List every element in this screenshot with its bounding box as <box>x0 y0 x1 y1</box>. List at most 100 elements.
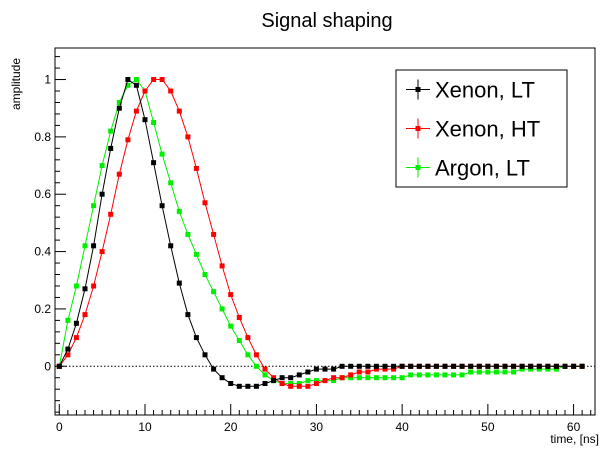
data-point <box>151 160 157 166</box>
data-point <box>493 369 499 375</box>
data-point <box>313 378 319 384</box>
data-point <box>168 180 174 186</box>
data-point <box>416 363 422 369</box>
data-point <box>236 383 242 389</box>
x-tick-label: 20 <box>224 420 238 434</box>
data-point <box>133 77 139 82</box>
data-point <box>271 375 277 381</box>
y-tick-label: 0.4 <box>34 245 51 259</box>
data-point <box>262 366 268 372</box>
data-point <box>459 363 465 369</box>
data-point <box>176 208 182 214</box>
y-tick-label: 0.6 <box>34 187 51 201</box>
data-point <box>382 363 388 369</box>
data-point <box>296 381 302 386</box>
data-point <box>116 100 122 105</box>
data-point <box>425 363 431 369</box>
data-point <box>65 352 71 358</box>
data-point <box>125 137 131 143</box>
data-point <box>553 366 559 372</box>
data-point <box>228 381 234 386</box>
data-point <box>468 363 474 369</box>
data-point <box>91 283 97 289</box>
y-axis-label: amplitude <box>9 58 23 110</box>
data-point <box>108 145 114 151</box>
legend-entry: Xenon, HT <box>435 117 540 142</box>
data-point <box>219 375 225 381</box>
data-point <box>151 120 157 125</box>
data-point <box>193 165 199 171</box>
data-point <box>399 375 405 381</box>
data-point <box>159 203 165 209</box>
data-point <box>331 375 337 381</box>
data-point <box>373 375 379 381</box>
x-tick-label: 30 <box>310 420 324 434</box>
data-point <box>211 289 217 295</box>
data-point <box>579 363 585 369</box>
data-point <box>193 335 199 341</box>
x-tick-label: 10 <box>138 420 152 434</box>
data-point <box>82 243 88 249</box>
data-point <box>382 375 388 381</box>
data-point <box>176 108 182 114</box>
data-point <box>433 372 439 378</box>
data-point <box>236 338 242 343</box>
data-point <box>373 366 379 372</box>
data-point <box>476 363 482 369</box>
data-point <box>193 251 199 257</box>
data-point <box>91 243 97 249</box>
data-point <box>56 363 62 369</box>
data-point <box>365 369 371 375</box>
data-point <box>502 369 508 375</box>
data-point <box>356 363 362 369</box>
data-point <box>202 352 208 358</box>
data-point <box>485 369 491 375</box>
x-tick-label: 60 <box>567 420 581 434</box>
data-point <box>322 366 328 372</box>
y-tick-label: 0.8 <box>34 130 51 144</box>
data-point <box>219 306 225 312</box>
data-point <box>168 243 174 249</box>
data-point <box>73 335 79 341</box>
data-point <box>133 108 139 114</box>
y-tick-label: 0 <box>44 359 51 373</box>
data-point <box>331 366 337 372</box>
data-point <box>373 363 379 369</box>
data-point <box>73 283 79 289</box>
x-tick-label: 50 <box>481 420 495 434</box>
data-point <box>348 363 354 369</box>
data-point <box>519 363 525 369</box>
data-point <box>348 375 354 381</box>
data-point <box>553 363 559 369</box>
data-point <box>236 315 242 320</box>
data-point <box>365 375 371 381</box>
data-point <box>416 372 422 378</box>
data-point <box>476 369 482 375</box>
data-point <box>433 363 439 369</box>
data-point <box>279 375 285 381</box>
data-point <box>202 200 208 206</box>
data-point <box>442 372 448 378</box>
data-point <box>125 77 131 82</box>
data-point <box>211 366 217 372</box>
data-point <box>99 163 105 169</box>
data-point <box>502 363 508 369</box>
data-point <box>108 211 114 217</box>
data-point <box>331 378 337 384</box>
legend-marker <box>415 87 421 92</box>
legend-marker <box>415 165 421 170</box>
data-point <box>348 372 354 378</box>
data-point <box>82 286 88 292</box>
data-point <box>245 352 251 358</box>
data-point <box>125 82 131 88</box>
data-point <box>185 134 191 140</box>
data-point <box>99 249 105 255</box>
data-point <box>228 323 234 329</box>
data-point <box>185 231 191 237</box>
data-point <box>176 280 182 286</box>
data-point <box>116 171 122 177</box>
data-point <box>159 151 165 157</box>
data-point <box>271 378 277 384</box>
data-point <box>571 363 577 369</box>
y-tick-label: 1 <box>44 73 51 87</box>
